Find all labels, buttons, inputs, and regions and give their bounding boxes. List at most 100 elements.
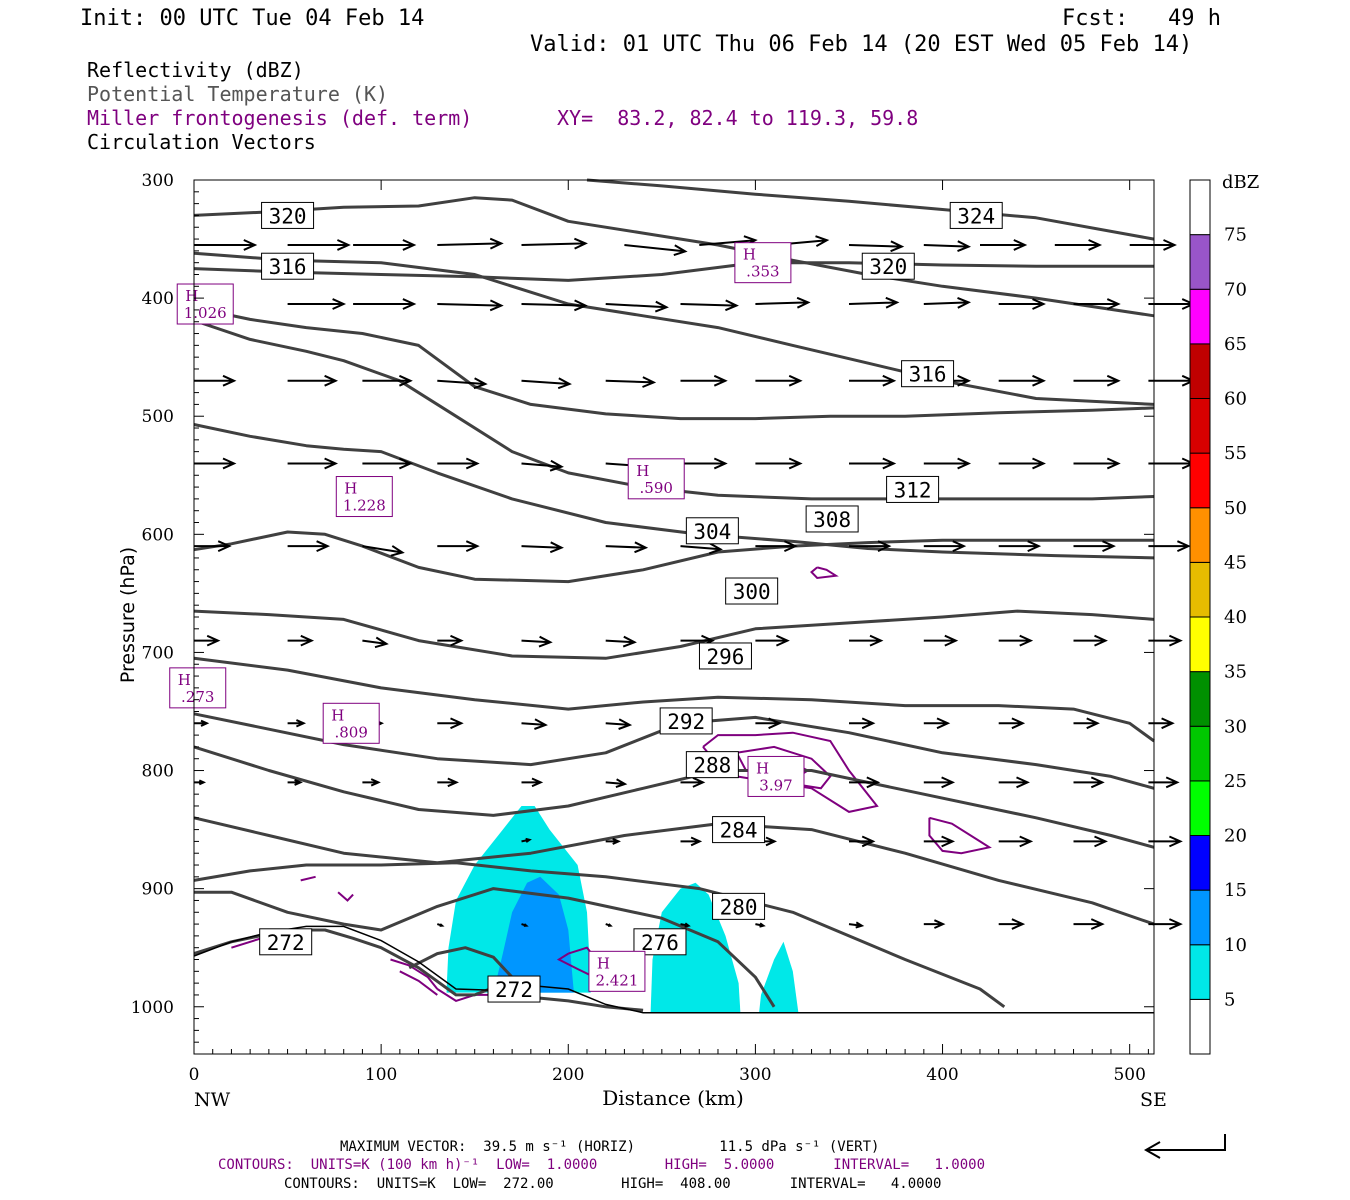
frontogenesis-contour-info: CONTOURS: UNITS=K (100 km h)⁻¹ LOW= 1.00… bbox=[218, 1157, 986, 1173]
vector-arrow-14 bbox=[287, 298, 347, 310]
colorbar-swatch-12 bbox=[1189, 343, 1211, 399]
vector-arrow-50 bbox=[1073, 457, 1121, 470]
theta-label-box-4 bbox=[712, 816, 766, 844]
colorbar: 5 10 15 20 25 30 35 40 45 50 55 60 65 70 75 dBZ bbox=[1189, 172, 1259, 1055]
vector-arrow-120 bbox=[998, 918, 1026, 930]
frontogenesis-high-marker-4: H bbox=[178, 671, 191, 689]
cross-section-endpoints: XY= 83.2, 82.4 to 119.3, 59.8 bbox=[557, 106, 919, 130]
vector-arrow-9 bbox=[923, 240, 972, 253]
vector-arrow-111 bbox=[1073, 835, 1108, 848]
vector-arrow-24 bbox=[1073, 298, 1121, 310]
frontogenesis-high-value-7: 2.421 bbox=[595, 971, 638, 989]
reflectivity-area-10dbz-3 bbox=[493, 876, 574, 993]
theta-label-0: 272 bbox=[267, 931, 305, 955]
colorbar-swatch-11 bbox=[1189, 398, 1211, 454]
vector-arrow-12 bbox=[1129, 239, 1177, 251]
theta-contour-276-2 bbox=[194, 887, 776, 1008]
frontogenesis-high-box-0 bbox=[176, 283, 234, 325]
circulation-vectors bbox=[194, 235, 1196, 930]
theta-label-box-1 bbox=[487, 975, 541, 1003]
vector-arrow-17 bbox=[521, 299, 588, 312]
y-tick-label-800: 800 bbox=[142, 762, 174, 782]
vector-arrow-20 bbox=[755, 296, 811, 309]
frontogenesis-contour-11 bbox=[337, 891, 354, 902]
frontogenesis-high-value-3: .590 bbox=[640, 479, 673, 497]
frontogenesis-high-marker-1: H bbox=[743, 246, 756, 264]
colorbar-label-10: 10 bbox=[1224, 935, 1247, 956]
vector-arrow-39 bbox=[194, 457, 237, 470]
y-axis-title: Pressure (hPa) bbox=[117, 547, 139, 683]
vector-arrow-49 bbox=[998, 457, 1046, 470]
theta-label-box-8 bbox=[725, 577, 779, 605]
vector-arrow-94 bbox=[437, 777, 459, 788]
theta-label-box-5 bbox=[685, 751, 739, 779]
theta-label-box-6 bbox=[659, 707, 713, 735]
theta-label-10: 308 bbox=[813, 508, 851, 532]
legend-reflectivity: Reflectivity (dBZ) bbox=[87, 58, 304, 82]
theta-label-15: 320 bbox=[869, 255, 907, 279]
vector-arrow-3 bbox=[437, 237, 504, 250]
vector-arrow-26 bbox=[194, 374, 237, 387]
frontogenesis-high-marker-7: H bbox=[597, 954, 610, 972]
frontogenesis-high-value-6: 3.97 bbox=[759, 776, 792, 794]
vector-arrow-33 bbox=[755, 374, 803, 387]
colorbar-swatch-9 bbox=[1189, 507, 1211, 563]
vector-arrow-104 bbox=[521, 837, 532, 843]
y-tick-label-900: 900 bbox=[142, 880, 174, 900]
maximum-vector: MAXIMUM VECTOR: 39.5 m s⁻¹ (HORIZ) 11.5 … bbox=[340, 1139, 880, 1155]
y-tick-label-1000: 1000 bbox=[131, 998, 174, 1018]
vector-arrow-69 bbox=[521, 635, 553, 648]
frontogenesis-contour-10 bbox=[300, 875, 316, 882]
theta-contour-324-16 bbox=[586, 178, 1155, 241]
vector-arrow-112 bbox=[1148, 835, 1183, 848]
frontogenesis-high-marker-0: H bbox=[185, 287, 198, 305]
colorbar-swatch-2 bbox=[1189, 889, 1211, 946]
vector-arrow-34 bbox=[849, 374, 897, 387]
vector-arrow-45 bbox=[680, 457, 728, 470]
forecast-hour: Fcst: 49 h bbox=[1062, 6, 1221, 31]
vector-arrow-41 bbox=[362, 457, 413, 470]
vector-arrow-60 bbox=[849, 540, 892, 553]
frontogenesis-high-box-7 bbox=[588, 950, 646, 992]
colorbar-label-75: 75 bbox=[1224, 225, 1247, 246]
vector-arrow-102 bbox=[1073, 776, 1105, 789]
theta-label-3: 280 bbox=[720, 895, 758, 919]
vector-arrow-77 bbox=[1148, 634, 1183, 647]
x-tick-label-500: 500 bbox=[1113, 1065, 1145, 1085]
colorbar-label-70: 70 bbox=[1224, 279, 1247, 300]
frontogenesis-high-value-0: 1.026 bbox=[184, 304, 227, 322]
colorbar-swatch-10 bbox=[1189, 452, 1211, 509]
vector-arrow-54 bbox=[362, 545, 405, 557]
theta-label-box-16 bbox=[949, 201, 1003, 229]
vector-arrow-15 bbox=[353, 298, 417, 310]
frontogenesis-high-box-2 bbox=[335, 476, 393, 518]
reflectivity-area-5dbz-2 bbox=[759, 941, 799, 1013]
frontogenesis-high-value-4: .273 bbox=[181, 688, 214, 706]
frontogenesis-high-marker-5: H bbox=[331, 706, 344, 724]
frontogenesis-high-value-5: .809 bbox=[334, 723, 367, 741]
vector-arrow-23 bbox=[998, 298, 1046, 310]
frontogenesis-high-box-4 bbox=[169, 667, 227, 709]
theta-label-14: 320 bbox=[269, 204, 307, 228]
vector-arrow-85 bbox=[755, 717, 782, 730]
vector-arrow-86 bbox=[849, 717, 876, 730]
y-tick-label-700: 700 bbox=[142, 643, 174, 663]
vector-arrow-89 bbox=[1073, 717, 1100, 730]
frontogenesis-high-marker-2: H bbox=[344, 480, 357, 498]
vector-arrow-114 bbox=[521, 923, 529, 927]
reference-vector-arrow bbox=[1143, 1134, 1226, 1159]
vector-arrow-48 bbox=[923, 457, 972, 470]
vector-arrow-57 bbox=[605, 541, 649, 554]
vector-arrow-37 bbox=[1073, 374, 1121, 387]
theta-label-box-0 bbox=[259, 928, 313, 956]
colorbar-swatch-14 bbox=[1189, 234, 1211, 290]
vector-arrow-79 bbox=[287, 719, 307, 728]
vector-arrow-101 bbox=[998, 776, 1030, 789]
theta-contour-info: CONTOURS: UNITS=K LOW= 272.00 HIGH= 408.… bbox=[284, 1176, 942, 1192]
colorbar-label-25: 25 bbox=[1224, 771, 1247, 792]
theta-contour-304-9 bbox=[193, 530, 1154, 584]
colorbar-swatch-4 bbox=[1189, 780, 1211, 836]
theta-label-7: 296 bbox=[706, 645, 744, 669]
theta-label-4: 284 bbox=[720, 819, 758, 843]
vector-arrow-62 bbox=[998, 540, 1042, 553]
